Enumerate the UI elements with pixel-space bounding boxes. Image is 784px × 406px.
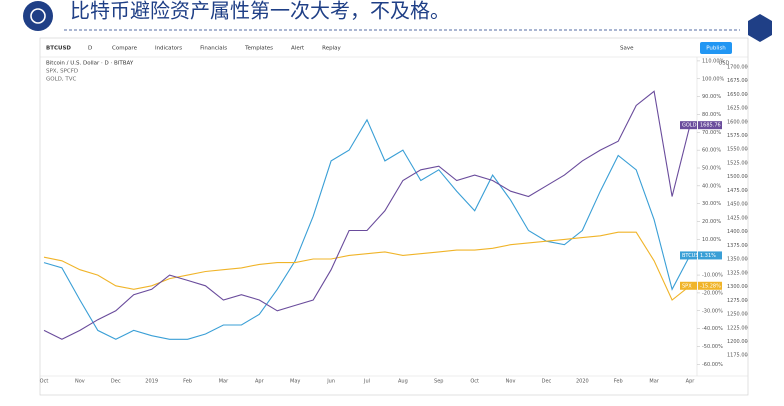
y-tick-label: -50.00%: [702, 344, 723, 350]
save-button[interactable]: Save: [620, 46, 634, 52]
y-tick-label: 110.00%: [702, 58, 724, 64]
y-tick-label: 70.00%: [702, 130, 721, 136]
y2-tick-label: 1675.00: [727, 78, 748, 84]
y2-tick-label: 1500.00: [727, 174, 748, 180]
x-tick-label: Feb: [614, 379, 623, 385]
end-value-bg: [698, 121, 722, 130]
x-tick-label: 2020: [576, 379, 589, 385]
series-line: [43, 231, 691, 301]
x-tick-label: Oct: [470, 379, 479, 385]
series-line: [43, 90, 691, 340]
end-label-value: 1.31%: [700, 253, 716, 259]
logo-icon: [23, 1, 53, 31]
x-tick-label: Aug: [398, 379, 408, 385]
end-label-value: -15.28%: [700, 283, 721, 289]
x-tick-label: Apr: [686, 379, 696, 385]
y-tick-label: 60.00%: [702, 148, 721, 154]
toolbar-item[interactable]: Financials: [200, 46, 227, 52]
y2-tick-label: 1575.00: [727, 133, 748, 139]
x-tick-label: Dec: [111, 379, 121, 385]
y2-tick-label: 1400.00: [727, 229, 748, 235]
y2-tick-label: 1250.00: [727, 312, 748, 318]
y-tick-label: -60.00%: [702, 362, 723, 368]
y-tick-label: 40.00%: [702, 183, 721, 189]
y2-tick-label: 1450.00: [727, 202, 748, 208]
y2-tick-label: 1700.00: [727, 64, 748, 70]
x-tick-label: May: [290, 379, 300, 385]
y2-tick-label: 1525.00: [727, 160, 748, 166]
y-tick-label: -40.00%: [702, 326, 723, 332]
x-tick-label: Dec: [542, 379, 552, 385]
x-tick-label: Mar: [219, 379, 229, 385]
y2-tick-label: 1275.00: [727, 298, 748, 304]
y-tick-label: -30.00%: [702, 308, 723, 314]
y-tick-label: 90.00%: [702, 94, 721, 100]
y-tick-label: 10.00%: [702, 237, 721, 243]
logo-glyph: [30, 8, 46, 24]
y-tick-label: 80.00%: [702, 112, 721, 118]
y2-tick-label: 1350.00: [727, 257, 748, 263]
y2-tick-label: 1550.00: [727, 147, 748, 153]
end-label-bg: [680, 281, 697, 290]
slide-title: 比特币避险资产属性第一次大考，不及格。: [70, 0, 450, 23]
y2-tick-label: 1625.00: [727, 106, 748, 112]
toolbar-item[interactable]: Replay: [322, 46, 341, 52]
y2-tick-label: 1475.00: [727, 188, 748, 194]
end-value-bg: [698, 251, 722, 260]
y2-tick-label: 1175.00: [727, 353, 748, 359]
y2-tick-label: 1425.00: [727, 215, 748, 221]
y2-tick-label: 1225.00: [727, 325, 748, 331]
x-tick-label: Nov: [75, 379, 85, 385]
y-tick-label: 30.00%: [702, 201, 721, 207]
toolbar-item[interactable]: Templates: [244, 46, 273, 52]
x-tick-label: Jul: [363, 379, 370, 385]
y-tick-label: 20.00%: [702, 219, 721, 225]
screenshot-frame: [39, 37, 749, 396]
toolbar-item[interactable]: Compare: [112, 46, 138, 52]
end-label-value: 1685.76: [700, 123, 721, 129]
x-tick-label: Sep: [434, 379, 443, 385]
symbol[interactable]: BTCUSD: [46, 46, 71, 52]
publish-button[interactable]: Publish: [706, 46, 726, 52]
end-label-bg: [680, 121, 697, 130]
x-tick-label: Feb: [183, 379, 192, 385]
legend-entry[interactable]: GOLD, TVC: [46, 77, 77, 83]
y-tick-label: -10.00%: [702, 273, 723, 279]
y-tick-label: 100.00%: [702, 76, 724, 82]
x-tick-label: 2019: [145, 379, 158, 385]
end-label-name: SPX: [682, 283, 692, 289]
legend-entry[interactable]: Bitcoin / U.S. Dollar · D · BITBAY: [46, 61, 134, 67]
series-line: [43, 118, 691, 340]
end-label-name: GOLD: [682, 123, 697, 129]
y2-tick-label: 1300.00: [727, 284, 748, 290]
y2-tick-label: 1325.00: [727, 270, 748, 276]
x-tick-label: Jun: [326, 379, 335, 385]
y2-tick-label: 1650.00: [727, 92, 748, 98]
x-tick-label: Apr: [255, 379, 265, 385]
currency-unit: USD: [719, 61, 730, 67]
y2-tick-label: 1600.00: [727, 119, 748, 125]
end-label-bg: [680, 251, 697, 260]
y-tick-label: -20.00%: [702, 290, 723, 296]
legend-entry[interactable]: SPX, SPCFD: [46, 69, 78, 75]
toolbar-item[interactable]: Indicators: [155, 46, 182, 52]
toolbar-item[interactable]: Alert: [291, 46, 305, 52]
y2-tick-label: 1375.00: [727, 243, 748, 249]
interval[interactable]: D: [88, 46, 92, 52]
y2-tick-label: 1200.00: [727, 339, 748, 345]
x-tick-label: Oct: [40, 379, 49, 385]
x-tick-label: Mar: [649, 379, 659, 385]
hex-icon: [748, 14, 772, 42]
end-value-bg: [698, 281, 722, 290]
x-tick-label: Nov: [506, 379, 516, 385]
end-label-name: BTCUSD: [682, 253, 703, 259]
publish-bg[interactable]: [700, 42, 732, 54]
y-tick-label: 50.00%: [702, 165, 721, 171]
